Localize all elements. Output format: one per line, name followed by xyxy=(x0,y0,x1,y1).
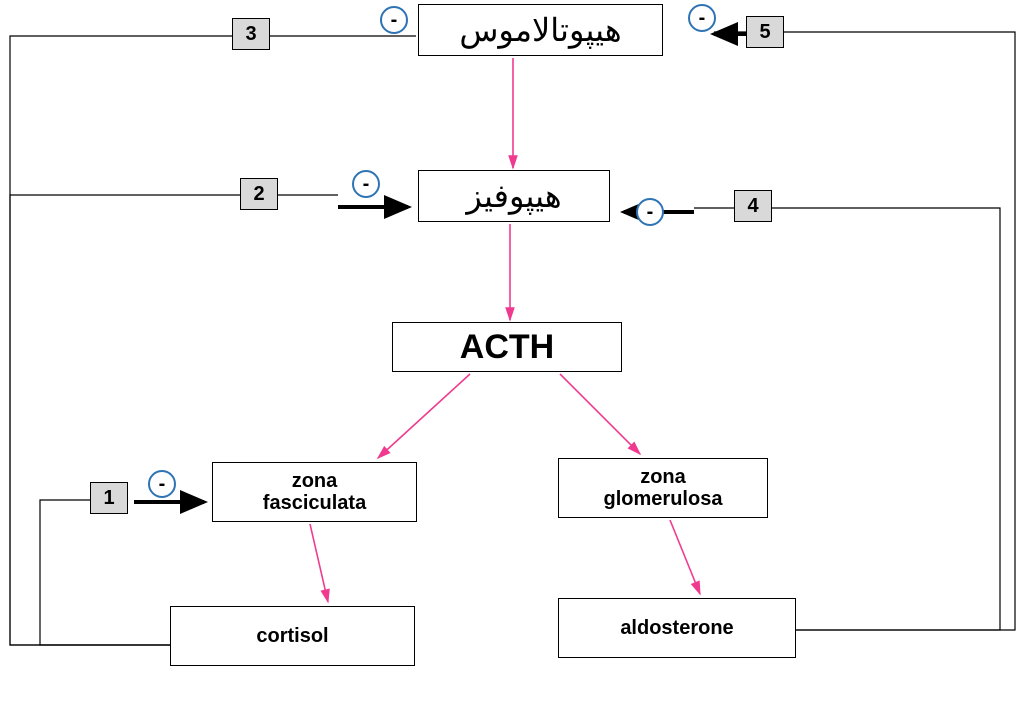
minus-2-label: - xyxy=(363,174,370,194)
minus-icon-1: - xyxy=(148,470,176,498)
label-hypothalamus: هیپوتالاموس xyxy=(459,11,621,49)
feedback-path xyxy=(784,32,1015,630)
pink-arrow xyxy=(310,524,328,602)
minus-4-label: - xyxy=(647,202,654,222)
label-pituitary: هیپوفیز xyxy=(466,177,561,215)
label-zona-fasciculata: zona fasciculata xyxy=(263,470,366,514)
badge-1-label: 1 xyxy=(103,487,114,510)
node-aldosterone: aldosterone xyxy=(558,598,796,658)
badge-1: 1 xyxy=(90,482,128,514)
node-zona-glomerulosa: zona glomerulosa xyxy=(558,458,768,518)
feedback-path xyxy=(10,195,240,645)
label-zona-glomerulosa: zona glomerulosa xyxy=(604,466,723,510)
badge-5-label: 5 xyxy=(759,21,770,44)
badge-2-label: 2 xyxy=(253,183,264,206)
pink-arrow xyxy=(378,374,470,458)
badge-2: 2 xyxy=(240,178,278,210)
minus-icon-4: - xyxy=(636,198,664,226)
minus-icon-5: - xyxy=(688,4,716,32)
label-acth: ACTH xyxy=(460,328,554,367)
badge-3: 3 xyxy=(232,18,270,50)
pink-arrow xyxy=(560,374,640,454)
label-cortisol: cortisol xyxy=(256,625,328,647)
node-acth: ACTH xyxy=(392,322,622,372)
badge-4: 4 xyxy=(734,190,772,222)
node-cortisol: cortisol xyxy=(170,606,415,666)
minus-3-label: - xyxy=(391,10,398,30)
node-hypothalamus: هیپوتالاموس xyxy=(418,4,663,56)
label-aldosterone: aldosterone xyxy=(620,617,733,639)
badge-5: 5 xyxy=(746,16,784,48)
feedback-path xyxy=(10,36,232,645)
node-zona-fasciculata: zona fasciculata xyxy=(212,462,417,522)
pink-arrow xyxy=(670,520,700,594)
feedback-path xyxy=(772,208,1000,630)
badge-4-label: 4 xyxy=(747,195,758,218)
minus-icon-3: - xyxy=(380,6,408,34)
badge-3-label: 3 xyxy=(245,23,256,46)
node-pituitary: هیپوفیز xyxy=(418,170,610,222)
minus-icon-2: - xyxy=(352,170,380,198)
minus-5-label: - xyxy=(699,8,706,28)
feedback-path xyxy=(40,500,170,645)
minus-1-label: - xyxy=(159,474,166,494)
